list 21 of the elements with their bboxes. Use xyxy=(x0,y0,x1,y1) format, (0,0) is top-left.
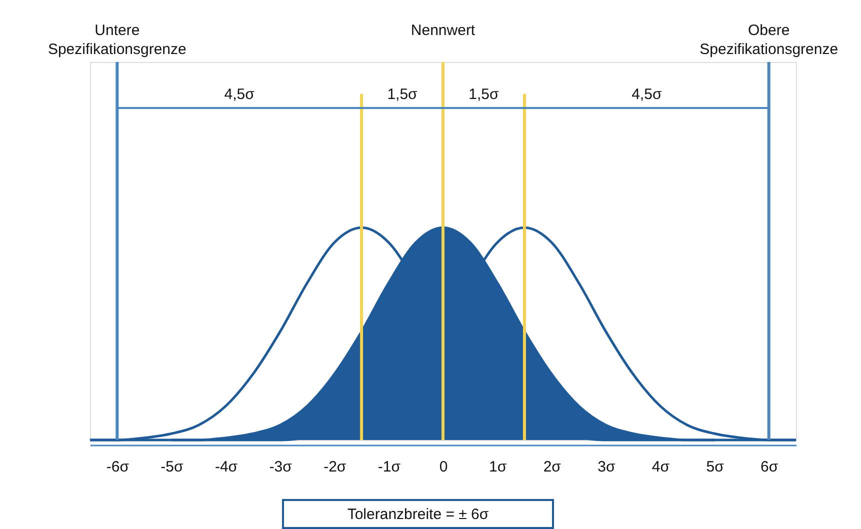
x-tick-label: 4σ xyxy=(652,458,670,476)
text: 1,5σ xyxy=(387,86,418,103)
text: 4,5σ xyxy=(632,86,662,103)
x-tick-label: -5σ xyxy=(160,458,184,476)
x-tick-label: -3σ xyxy=(269,458,293,476)
ref-line-label: Obere Spezifikationsgrenze xyxy=(700,22,838,58)
x-tick-label: 0 xyxy=(439,458,448,476)
ref-line-label: Nennwert xyxy=(410,22,476,39)
x-tick-label: 2σ xyxy=(543,458,562,476)
x-tick-label: 3σ xyxy=(598,458,616,476)
x-tick-label: -4σ xyxy=(214,458,238,476)
x-tick-label: -1σ xyxy=(378,458,402,476)
ref-line-label: Untere Spezifikationsgrenze xyxy=(48,22,186,58)
x-tick-label: -2σ xyxy=(324,458,347,476)
x-tick-label: 1σ xyxy=(489,458,508,476)
x-axis-title: Toleranzbreite = ± 6σ xyxy=(347,506,490,523)
text: 4,5σ xyxy=(224,86,256,103)
x-tick-label: -6σ xyxy=(106,458,130,476)
x-tick-label: 6σ xyxy=(760,458,779,476)
x-tick-label: 5σ xyxy=(706,458,725,476)
text: 1,5σ xyxy=(468,86,500,103)
